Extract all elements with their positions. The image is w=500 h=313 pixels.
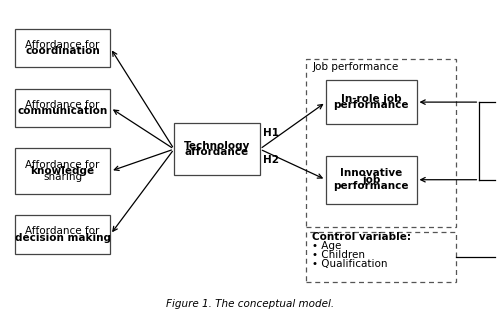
FancyBboxPatch shape bbox=[15, 29, 110, 67]
Text: • Children: • Children bbox=[312, 250, 365, 260]
FancyBboxPatch shape bbox=[15, 215, 110, 254]
Text: • Qualification: • Qualification bbox=[312, 259, 388, 269]
Text: decision making: decision making bbox=[14, 233, 110, 243]
Text: communication: communication bbox=[18, 106, 108, 116]
Text: sharing: sharing bbox=[43, 172, 82, 182]
Text: coordination: coordination bbox=[25, 46, 100, 56]
Text: Affordance for: Affordance for bbox=[26, 160, 100, 170]
Text: • Age: • Age bbox=[312, 241, 342, 251]
Text: Innovative: Innovative bbox=[340, 168, 402, 178]
FancyBboxPatch shape bbox=[174, 123, 260, 176]
Text: performance: performance bbox=[334, 100, 409, 110]
Text: Control variable:: Control variable: bbox=[312, 232, 411, 242]
Text: affordance: affordance bbox=[185, 147, 249, 157]
FancyBboxPatch shape bbox=[15, 148, 110, 194]
FancyBboxPatch shape bbox=[306, 233, 456, 282]
Text: Affordance for: Affordance for bbox=[26, 100, 100, 110]
Text: H2: H2 bbox=[262, 155, 278, 165]
FancyBboxPatch shape bbox=[326, 80, 416, 124]
FancyBboxPatch shape bbox=[306, 59, 456, 227]
Text: Technology: Technology bbox=[184, 141, 250, 151]
Text: Figure 1. The conceptual model.: Figure 1. The conceptual model. bbox=[166, 299, 334, 309]
FancyBboxPatch shape bbox=[326, 156, 416, 204]
Text: H1: H1 bbox=[262, 128, 278, 138]
Text: Job performance: Job performance bbox=[312, 62, 398, 72]
Text: Affordance for: Affordance for bbox=[26, 40, 100, 50]
Text: knowledge: knowledge bbox=[30, 166, 94, 176]
FancyBboxPatch shape bbox=[15, 89, 110, 127]
Text: performance: performance bbox=[334, 181, 409, 191]
Text: job: job bbox=[362, 175, 380, 185]
Text: In-role job: In-role job bbox=[341, 94, 402, 104]
Text: Affordance for: Affordance for bbox=[26, 226, 100, 236]
